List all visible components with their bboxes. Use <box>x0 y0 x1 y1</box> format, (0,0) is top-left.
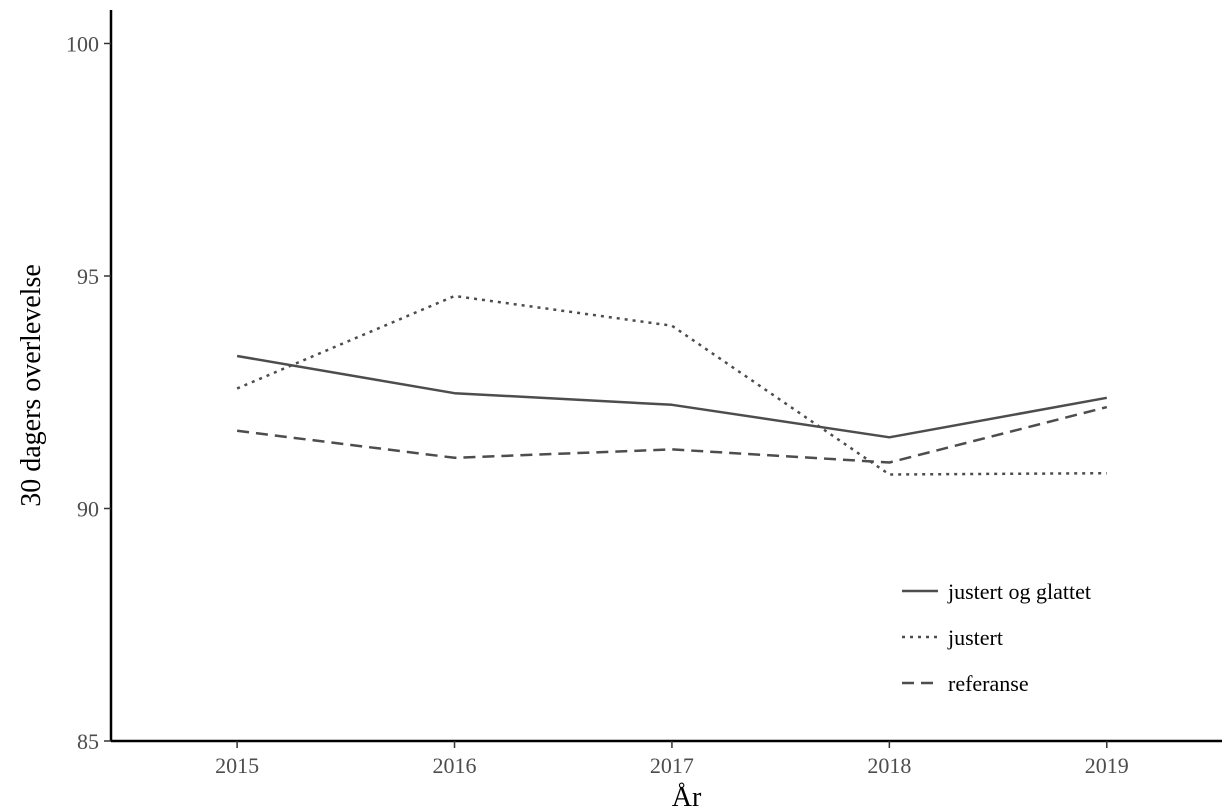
legend-label: justert <box>947 625 1003 650</box>
y-tick-label: 100 <box>66 31 99 56</box>
y-tick-label: 95 <box>77 264 99 289</box>
x-tick-label: 2019 <box>1085 753 1129 778</box>
x-tick-label: 2015 <box>215 753 259 778</box>
legend-label: referanse <box>948 671 1029 696</box>
y-tick-label: 85 <box>77 729 99 754</box>
x-tick-label: 2017 <box>650 753 694 778</box>
legend-label: justert og glattet <box>947 579 1091 604</box>
legend: justert og glattet justert referanse <box>902 579 1091 696</box>
x-axis-title: År <box>672 782 702 809</box>
series-line-referanse <box>236 405 1108 464</box>
y-tick-label: 90 <box>77 496 99 521</box>
x-tick-label: 2016 <box>433 753 477 778</box>
series-line-justert <box>236 294 1107 476</box>
y-axis-title: 30 dagers overlevelse <box>16 264 47 507</box>
x-axis: 2015 2016 2017 2018 2019 <box>111 739 1222 778</box>
series-line-justert-og-glattet <box>236 354 1108 439</box>
series-layer <box>236 294 1108 476</box>
y-axis: 85 90 95 100 <box>66 10 113 754</box>
x-tick-label: 2018 <box>867 753 911 778</box>
